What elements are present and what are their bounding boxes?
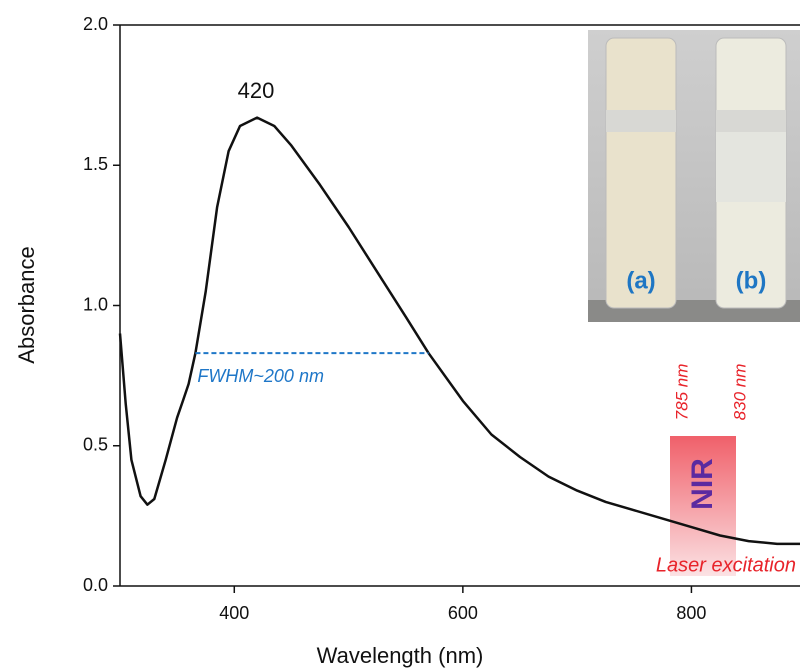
x-tick-label: 600 xyxy=(448,603,478,623)
y-tick-label: 0.0 xyxy=(83,575,108,595)
y-tick-label: 0.5 xyxy=(83,435,108,455)
inset-label: (b) xyxy=(736,267,767,294)
fwhm-label: FWHM~200 nm xyxy=(197,366,324,386)
nir-label: NIR xyxy=(686,458,719,510)
laser-line-label: 785 nm xyxy=(672,364,691,421)
inset-label: (a) xyxy=(626,267,655,294)
y-tick-label: 1.5 xyxy=(83,154,108,174)
y-tick-label: 1.0 xyxy=(83,294,108,314)
x-tick-label: 800 xyxy=(676,603,706,623)
nir-band xyxy=(670,436,736,576)
x-axis-label: Wavelength (nm) xyxy=(317,643,484,668)
peak-label: 420 xyxy=(238,78,275,103)
y-tick-label: 2.0 xyxy=(83,14,108,34)
x-tick-label: 400 xyxy=(219,603,249,623)
laser-label: Laser excitation xyxy=(656,554,796,576)
inset-photo: (a) (b) xyxy=(588,30,800,322)
laser-annotation: NIR 785 nm 830 nm Laser excitation xyxy=(656,364,796,577)
spectrum-line xyxy=(118,116,800,546)
laser-line-label: 830 nm xyxy=(730,364,749,421)
y-axis-label: Absorbance xyxy=(14,246,39,363)
